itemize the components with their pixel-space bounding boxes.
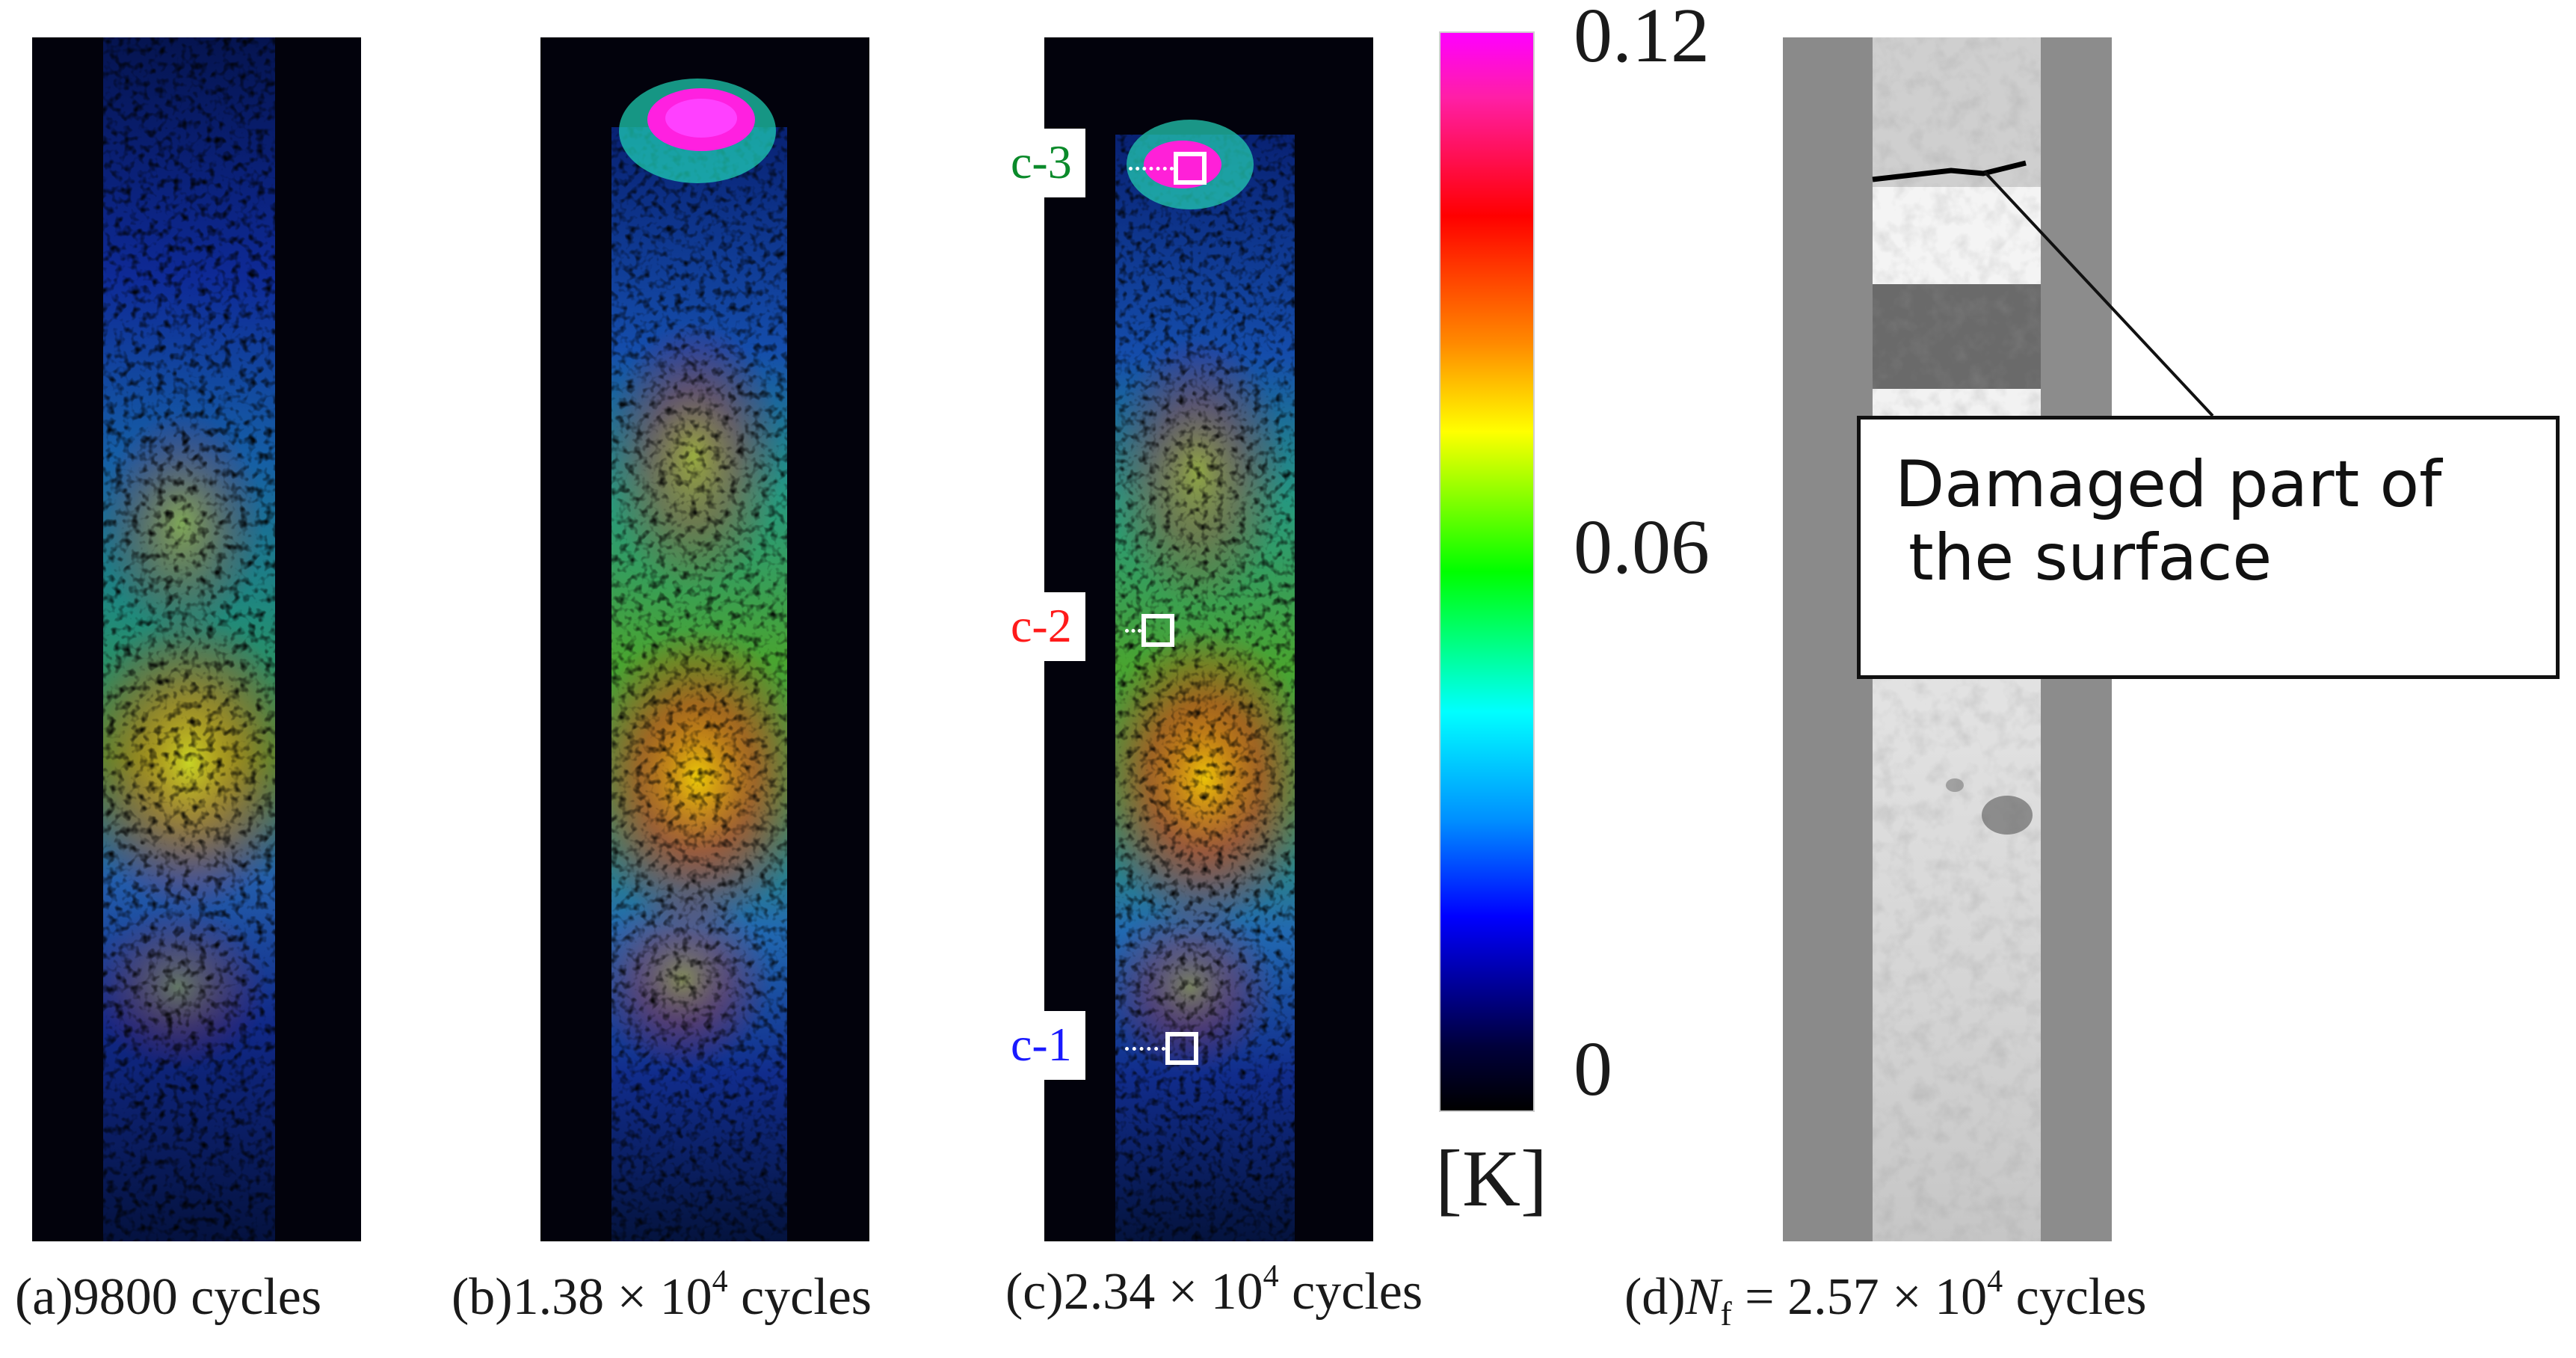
temperature-colorbar bbox=[1439, 31, 1535, 1112]
caption-c-prefix: (c)2.34 × 10 bbox=[1005, 1263, 1263, 1321]
thermal-image-c-graphic bbox=[1044, 37, 1373, 1241]
thermal-image-b-graphic bbox=[540, 37, 869, 1241]
region-box-c3 bbox=[1174, 152, 1207, 185]
colorbar-min-label: 0 bbox=[1574, 1026, 1612, 1112]
region-leader-c2 bbox=[1125, 629, 1141, 633]
caption-c-exponent: 4 bbox=[1263, 1259, 1279, 1294]
region-leader-c1 bbox=[1125, 1047, 1165, 1051]
caption-d-symbol-letter: N bbox=[1685, 1268, 1721, 1326]
caption-d-mid: = 2.57 × 10 bbox=[1731, 1268, 1988, 1326]
caption-d-symbol: Nf bbox=[1685, 1268, 1732, 1333]
colorbar-mid-label: 0.06 bbox=[1574, 504, 1710, 590]
caption-d-exponent: 4 bbox=[1987, 1265, 2003, 1299]
caption-b-prefix: (b)1.38 × 10 bbox=[452, 1268, 712, 1326]
colorbar-max-label: 0.12 bbox=[1574, 0, 1710, 79]
region-box-c1 bbox=[1165, 1032, 1198, 1065]
damage-callout-box: Damaged part of the surface bbox=[1857, 416, 2560, 679]
caption-c-suffix: cycles bbox=[1278, 1263, 1423, 1321]
region-leader-c3 bbox=[1129, 167, 1174, 170]
thermal-image-b bbox=[540, 37, 869, 1241]
caption-d-prefix: (d) bbox=[1624, 1268, 1686, 1326]
caption-b-exponent: 4 bbox=[712, 1265, 728, 1299]
thermal-image-a bbox=[32, 37, 361, 1241]
callout-line1: Damaged part of bbox=[1895, 447, 2442, 522]
colorbar-unit-label: [K] bbox=[1435, 1134, 1547, 1223]
caption-b: (b)1.38 × 104 cycles bbox=[452, 1265, 872, 1327]
caption-d: (d)Nf = 2.57 × 104 cycles bbox=[1624, 1265, 2147, 1333]
thermal-image-a-graphic bbox=[32, 37, 361, 1241]
caption-d-suffix: cycles bbox=[2003, 1268, 2147, 1326]
thermal-image-c bbox=[1044, 37, 1373, 1241]
caption-d-symbol-sub: f bbox=[1720, 1294, 1732, 1333]
region-label-c1: c-1 bbox=[1000, 1011, 1085, 1080]
region-box-c2 bbox=[1141, 614, 1174, 647]
caption-b-suffix: cycles bbox=[727, 1268, 872, 1326]
caption-a: (a)9800 cycles bbox=[15, 1268, 322, 1326]
caption-c: (c)2.34 × 104 cycles bbox=[1005, 1259, 1423, 1322]
callout-line2: the surface bbox=[1908, 520, 2273, 596]
region-label-c3: c-3 bbox=[1000, 129, 1085, 197]
region-label-c2: c-2 bbox=[1000, 592, 1085, 661]
